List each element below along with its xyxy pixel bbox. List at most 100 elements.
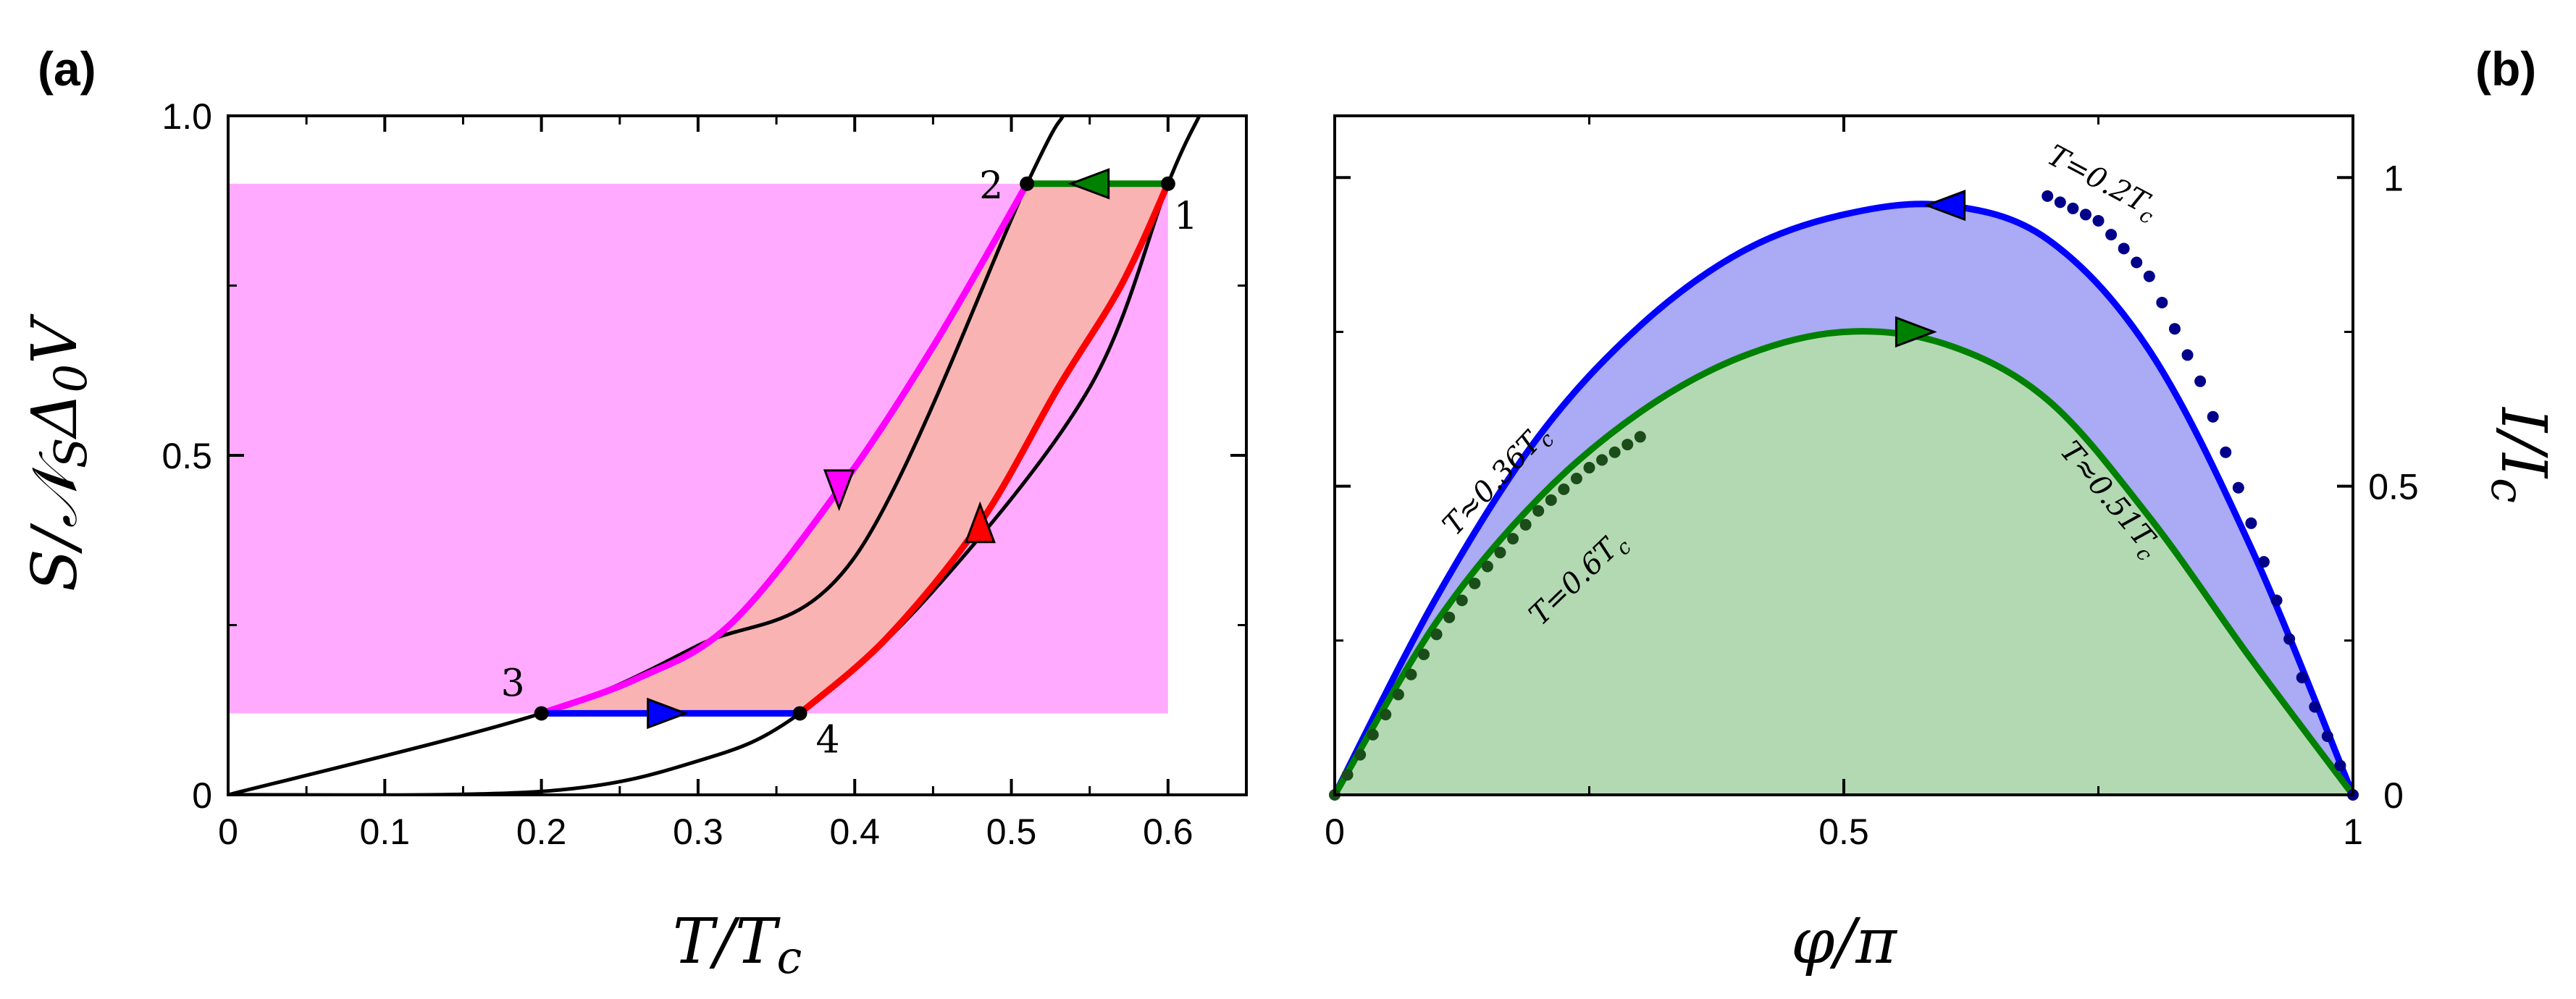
b-dotted-fill-point-2	[2207, 410, 2219, 423]
b-dotted-fill-point-3	[1443, 611, 1456, 623]
b-dotted-fill-point-2	[2105, 229, 2118, 241]
b-dotted-point-3	[1634, 431, 1646, 443]
a-x-tick-label: 0	[218, 812, 238, 852]
a-ticks: 0 0.1 0.2 0.3 0.4 0.5 0.6 0 0.5 1.0	[161, 96, 1248, 852]
a-marker-dot-3	[534, 706, 549, 721]
b-dotted-point-2	[2143, 270, 2155, 282]
panel-b: (b) 0 0.5 100.51 φ/π I/Ic T=0.2TcT≈0.36TcT…	[1325, 42, 2559, 978]
a-x-tick-label: 0.3	[673, 812, 723, 852]
a-marker-label-2: 2	[979, 164, 1003, 208]
a-x-tick-label: 0.4	[829, 812, 880, 852]
b-dotted-point-2	[2296, 671, 2308, 683]
a-x-tick-label: 0.5	[986, 812, 1037, 852]
b-dotted-fill-point-2	[2270, 594, 2283, 607]
b-x-tick-label: 0.5	[1818, 812, 1869, 852]
a-y-tick-label: 0	[192, 775, 212, 816]
b-dotted-fill-point-2	[2257, 556, 2270, 568]
a-y-tick-label: 0.5	[161, 436, 212, 476]
a-regions	[228, 183, 1168, 714]
b-dotted-point-3	[1380, 709, 1392, 721]
b-y-tick-label: 0	[2383, 775, 2404, 816]
b-dotted-fill-point-2	[2283, 633, 2296, 645]
b-dotted-fill-point-3	[1367, 728, 1379, 741]
a-marker-dot-1	[1160, 176, 1175, 191]
panel-b-label: (b)	[2475, 42, 2536, 96]
a-arrow-2	[647, 697, 689, 730]
b-dotted-fill-point-2	[2054, 196, 2066, 208]
b-x-axis-title: φ/π	[1791, 906, 1897, 978]
b-dotted-point-3	[1532, 505, 1545, 517]
b-dotted-fill-point-2	[2309, 701, 2321, 713]
b-x-tick-label: 1	[2343, 812, 2363, 852]
b-dotted-fill-point-2	[2220, 446, 2232, 458]
a-marker-dot-4	[792, 706, 807, 721]
b-dotted-fill-point-3	[1405, 668, 1417, 680]
b-arrows	[1895, 189, 1966, 348]
b-dotted-fill-point-2	[2156, 296, 2168, 308]
a-x-tick-label: 0.1	[360, 812, 411, 852]
b-dotted-fill-point-2	[2067, 202, 2079, 214]
a-marker-dot-2	[1020, 176, 1035, 191]
a-arrow-0	[1067, 168, 1110, 200]
b-series-line-0	[1335, 201, 2353, 795]
b-dotted-fill-point-2	[2118, 243, 2130, 255]
b-dotted-fill-point-3	[1545, 494, 1557, 506]
a-series	[228, 116, 1201, 795]
b-dotted-fill-point-3	[1621, 439, 1634, 451]
b-dotted-fill-point-3	[1469, 577, 1481, 589]
a-arrows	[647, 168, 1110, 730]
b-dotted-point-3	[1430, 628, 1443, 641]
a-y-axis-title: S/𝒩SΔ0V	[19, 313, 97, 591]
b-dotted-point-2	[2092, 214, 2105, 227]
b-series-line-1	[1335, 328, 2353, 795]
b-dotted-point-2	[2194, 375, 2207, 387]
b-dotted-fill-point-2	[2168, 323, 2181, 335]
b-dotted-fill-point-3	[1519, 518, 1532, 531]
panel-a-label: (a)	[38, 42, 96, 96]
b-x-tick-label: 0	[1325, 812, 1345, 852]
b-fill-1	[1335, 331, 2353, 795]
b-dotted-fill-point-3	[1608, 446, 1621, 458]
b-dotted-fill-point-3	[1341, 769, 1354, 781]
a-y-tick-label: 1.0	[161, 96, 212, 137]
b-dotted-fill-point-3	[1558, 483, 1570, 495]
b-dotted-point-3	[1583, 462, 1595, 474]
b-y-axis-title: I/Ic	[2481, 406, 2559, 503]
a-x-tick-label: 0.6	[1143, 812, 1193, 852]
a-marker-label-4: 4	[816, 718, 840, 762]
b-dotted-fill-point-2	[2131, 256, 2143, 269]
b-dotted-fill-point-2	[2079, 208, 2092, 221]
b-dotted-point-2	[2042, 190, 2054, 202]
panel-a: (a) 1 2 3 4 0 0.1 0.2 0.3 0.4 0.5 0.6 0 0.5 1.0 T/Tc…	[19, 42, 1248, 984]
b-arrow-0	[1923, 189, 1966, 222]
b-dotted-fill-point-3	[1418, 649, 1430, 661]
b-dotted-fill-point-3	[1354, 749, 1367, 761]
b-dotted-fill-point-3	[1507, 533, 1519, 545]
a-x-axis-title: T/Tc	[673, 906, 802, 984]
a-markers: 1 2 3 4	[501, 164, 1198, 762]
b-dotted-point-3	[1481, 560, 1493, 573]
b-dotted-fill-point-3	[1456, 594, 1468, 607]
b-curve-label-2: T=0.2Tc	[2039, 139, 2164, 229]
a-marker-label-1: 1	[1174, 195, 1198, 238]
b-y-tick-label: 1	[2383, 158, 2404, 198]
b-dotted-point-2	[2245, 517, 2257, 529]
b-dotted-fill-point-3	[1596, 454, 1608, 466]
b-dotted-fill-point-2	[2321, 730, 2333, 742]
b-dotted-fill-point-2	[2181, 349, 2194, 361]
a-marker-label-3: 3	[501, 662, 525, 705]
b-fills	[1335, 203, 2353, 795]
b-y-tick-label: 0.5	[2368, 467, 2419, 507]
a-arrow-1	[823, 469, 855, 512]
b-dotted-fill-point-3	[1494, 547, 1506, 559]
b-ticks: 0 0.5 100.51	[1325, 116, 2419, 852]
a-series-line-2	[538, 180, 1031, 717]
b-dotted-fill-point-2	[2334, 759, 2346, 772]
a-series-line-3	[797, 180, 1172, 717]
b-dotted-fill-point-3	[1570, 472, 1582, 484]
a-x-tick-label: 0.2	[516, 812, 567, 852]
b-dotted-fill-point-3	[1392, 688, 1404, 701]
b-series	[1329, 190, 2359, 801]
a-arrow-3	[964, 501, 996, 544]
